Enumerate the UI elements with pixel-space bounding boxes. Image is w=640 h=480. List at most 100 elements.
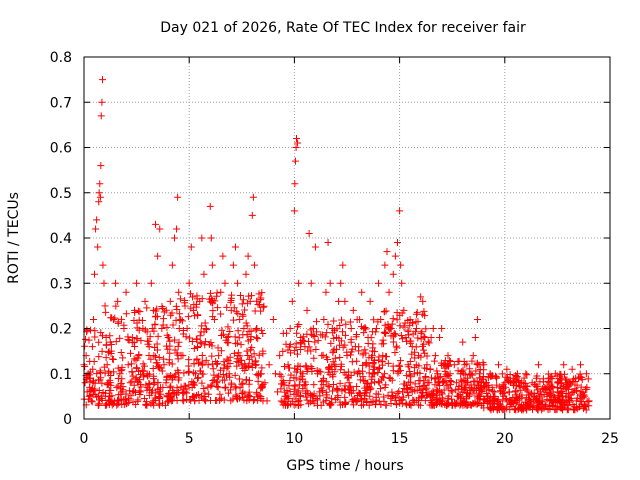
data-point — [224, 332, 232, 340]
data-point — [426, 365, 434, 373]
data-point — [112, 338, 120, 346]
data-point — [200, 270, 208, 278]
data-point — [255, 351, 263, 359]
data-point — [356, 390, 364, 398]
data-point — [134, 307, 142, 315]
data-point — [452, 379, 460, 387]
data-point — [160, 315, 168, 323]
data-point — [380, 393, 388, 401]
data-point — [307, 391, 315, 399]
data-point — [265, 361, 273, 369]
data-point — [120, 395, 128, 403]
data-point — [556, 380, 564, 388]
data-point — [94, 243, 102, 251]
data-point — [470, 384, 478, 392]
data-point — [412, 325, 420, 332]
data-point — [422, 372, 430, 380]
data-point — [197, 339, 205, 347]
data-point — [130, 316, 138, 324]
data-point — [166, 297, 174, 305]
data-point — [255, 370, 263, 378]
data-point — [213, 378, 221, 386]
data-point — [389, 270, 397, 278]
data-point — [180, 369, 188, 377]
data-point — [418, 328, 426, 336]
data-point — [173, 225, 181, 233]
data-point — [97, 162, 105, 170]
data-point — [135, 367, 143, 375]
data-point — [404, 328, 412, 336]
data-point — [304, 347, 312, 355]
data-point — [444, 399, 452, 407]
data-point — [250, 397, 258, 405]
data-point — [445, 362, 453, 370]
data-point — [112, 302, 120, 310]
data-point — [341, 385, 349, 393]
data-point — [206, 202, 214, 210]
data-point — [295, 381, 303, 389]
data-point — [475, 399, 483, 407]
data-point — [585, 397, 593, 405]
data-point — [198, 234, 206, 242]
data-point — [291, 157, 299, 165]
data-point — [174, 193, 182, 201]
data-point — [370, 316, 378, 324]
data-point — [239, 388, 247, 396]
data-point — [294, 350, 302, 358]
data-point — [292, 144, 300, 151]
data-point — [172, 302, 180, 310]
data-point — [123, 400, 131, 408]
data-point — [259, 329, 267, 337]
data-point — [520, 374, 528, 382]
data-point — [102, 354, 110, 362]
data-point — [393, 344, 401, 352]
data-point — [292, 368, 300, 376]
data-point — [534, 406, 542, 414]
data-point — [189, 393, 197, 401]
data-point — [513, 382, 521, 390]
data-point — [397, 261, 405, 269]
data-point — [254, 335, 262, 343]
data-point — [259, 347, 267, 355]
data-point — [192, 335, 200, 343]
data-point — [488, 383, 496, 391]
data-point — [201, 319, 209, 327]
data-point — [351, 395, 359, 403]
data-point — [462, 389, 470, 397]
data-point — [553, 383, 561, 391]
data-point — [329, 387, 337, 395]
data-point — [457, 370, 465, 378]
data-point — [421, 349, 429, 357]
data-point — [279, 401, 287, 409]
data-point — [333, 346, 340, 354]
data-point — [276, 352, 284, 360]
data-point — [379, 352, 387, 360]
data-point — [362, 387, 370, 395]
data-point — [320, 315, 328, 323]
data-point — [224, 339, 232, 347]
data-point — [230, 349, 238, 357]
data-point — [146, 391, 154, 399]
data-point — [238, 380, 246, 388]
data-point — [360, 325, 368, 332]
data-point — [232, 391, 240, 399]
data-point — [548, 401, 556, 409]
data-point — [386, 374, 394, 382]
data-point — [277, 385, 285, 393]
data-point — [358, 396, 366, 404]
data-point — [232, 384, 240, 392]
data-point — [530, 392, 538, 400]
data-point — [96, 180, 104, 188]
data-point — [198, 322, 206, 330]
data-point — [396, 322, 404, 330]
data-point — [128, 368, 136, 376]
data-point — [91, 270, 99, 278]
data-point — [528, 379, 536, 387]
data-point — [568, 365, 576, 373]
data-point — [365, 362, 373, 370]
data-point — [569, 400, 577, 408]
data-point — [581, 401, 589, 409]
data-point — [551, 405, 559, 413]
data-point — [445, 392, 453, 400]
data-point — [280, 362, 288, 370]
